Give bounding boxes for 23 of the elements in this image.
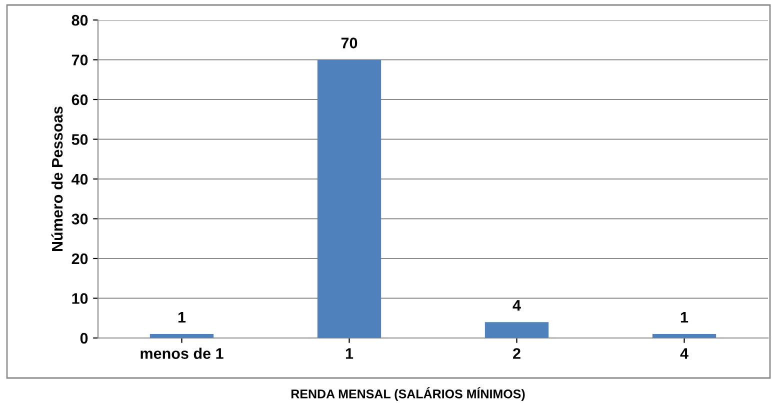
x-axis-title: RENDA MENSAL (SALÁRIOS MÍNIMOS) (291, 387, 525, 401)
y-tick-label: 80 (72, 14, 88, 26)
y-tick-label: 30 (72, 214, 88, 224)
y-tick-label: 50 (72, 134, 88, 145)
y-tick-label: 20 (72, 253, 88, 264)
y-tick-label: 60 (72, 94, 88, 106)
x-tick-label: 2 (513, 348, 520, 359)
data-label: 1 (680, 312, 688, 323)
y-axis-title: Número de Pessoas (51, 106, 63, 251)
y-tick-label: 0 (80, 332, 88, 344)
data-label: 1 (178, 312, 186, 323)
bar (317, 60, 382, 338)
y-tick-label: 70 (72, 54, 88, 66)
x-tick-label: menos de 1 (140, 348, 224, 359)
data-label: 70 (341, 38, 358, 48)
x-tick-label: 1 (346, 348, 354, 359)
bar (150, 334, 214, 338)
data-label: 4 (512, 300, 521, 311)
bar (652, 334, 716, 338)
bar (484, 322, 549, 338)
y-tick-label: 10 (72, 293, 88, 304)
x-tick-label: 4 (680, 348, 688, 359)
y-tick-label: 40 (72, 174, 88, 185)
